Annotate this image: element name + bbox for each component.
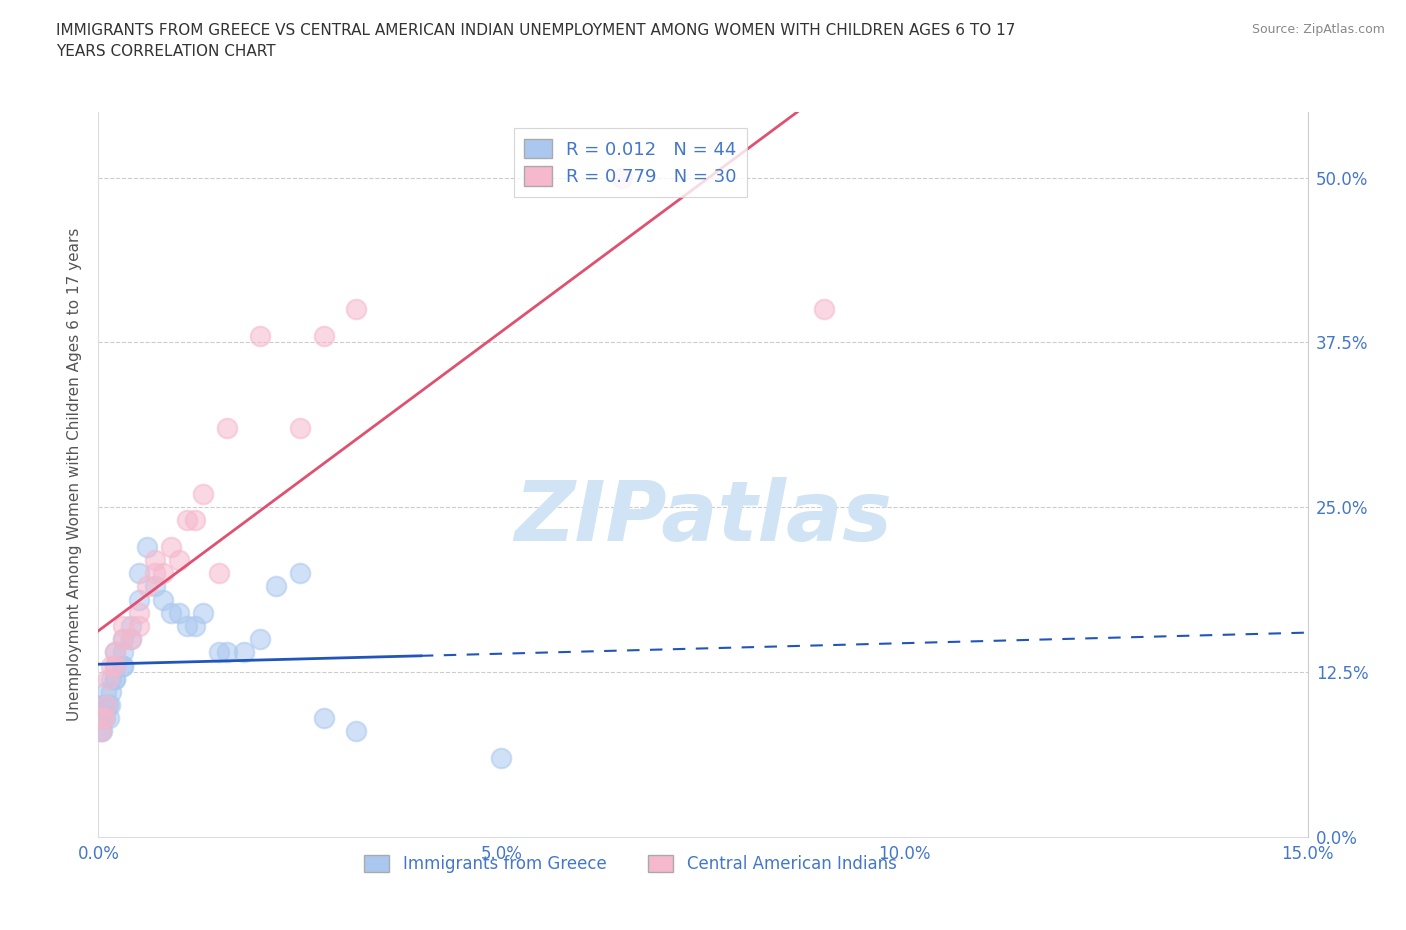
Point xyxy=(184,513,207,528)
Point xyxy=(90,724,112,739)
Point xyxy=(94,711,117,725)
Point xyxy=(288,565,311,580)
Point xyxy=(128,605,150,620)
Point xyxy=(208,565,231,580)
Point xyxy=(93,698,115,712)
Point xyxy=(176,618,198,633)
Point xyxy=(612,170,634,185)
Point xyxy=(143,565,166,580)
Point xyxy=(103,658,125,673)
Point xyxy=(111,631,134,646)
Text: Source: ZipAtlas.com: Source: ZipAtlas.com xyxy=(1251,23,1385,36)
Point xyxy=(103,658,125,673)
Point xyxy=(120,631,142,646)
Point xyxy=(128,565,150,580)
Point xyxy=(160,539,183,554)
Point xyxy=(167,552,190,567)
Point xyxy=(100,684,122,699)
Point xyxy=(288,420,311,435)
Point xyxy=(152,565,174,580)
Point xyxy=(94,698,117,712)
Legend: Immigrants from Greece, Central American Indians: Immigrants from Greece, Central American… xyxy=(357,848,903,880)
Text: IMMIGRANTS FROM GREECE VS CENTRAL AMERICAN INDIAN UNEMPLOYMENT AMONG WOMEN WITH : IMMIGRANTS FROM GREECE VS CENTRAL AMERIC… xyxy=(56,23,1015,60)
Point xyxy=(103,644,125,659)
Point xyxy=(813,302,835,317)
Point xyxy=(491,751,513,765)
Point xyxy=(128,618,150,633)
Point xyxy=(143,552,166,567)
Point xyxy=(97,711,120,725)
Point xyxy=(314,711,336,725)
Point xyxy=(100,658,122,673)
Point xyxy=(128,592,150,607)
Point xyxy=(97,671,120,686)
Point xyxy=(100,671,122,686)
Point xyxy=(344,302,367,317)
Point xyxy=(208,644,231,659)
Point xyxy=(217,644,239,659)
Point xyxy=(97,698,120,712)
Point xyxy=(96,684,118,699)
Point xyxy=(111,618,134,633)
Point xyxy=(217,420,239,435)
Point xyxy=(120,631,142,646)
Point xyxy=(90,724,112,739)
Point xyxy=(111,644,134,659)
Point xyxy=(91,698,114,712)
Point xyxy=(111,658,134,673)
Point xyxy=(314,328,336,343)
Point xyxy=(160,605,183,620)
Point xyxy=(152,592,174,607)
Point xyxy=(135,539,157,554)
Point xyxy=(143,579,166,594)
Text: ZIPatlas: ZIPatlas xyxy=(515,477,891,558)
Y-axis label: Unemployment Among Women with Children Ages 6 to 17 years: Unemployment Among Women with Children A… xyxy=(66,228,82,721)
Point xyxy=(98,698,121,712)
Point xyxy=(232,644,254,659)
Point xyxy=(167,605,190,620)
Point xyxy=(264,579,287,594)
Point xyxy=(91,711,114,725)
Point xyxy=(176,513,198,528)
Point xyxy=(103,671,125,686)
Point xyxy=(344,724,367,739)
Point xyxy=(184,618,207,633)
Point xyxy=(89,711,111,725)
Point xyxy=(96,698,118,712)
Point xyxy=(103,671,125,686)
Point xyxy=(249,631,271,646)
Point xyxy=(120,618,142,633)
Point xyxy=(193,605,215,620)
Point xyxy=(103,644,125,659)
Point xyxy=(249,328,271,343)
Point xyxy=(90,724,112,739)
Point xyxy=(193,486,215,501)
Point xyxy=(93,711,115,725)
Point xyxy=(135,579,157,594)
Point xyxy=(111,658,134,673)
Point xyxy=(111,631,134,646)
Point xyxy=(96,698,118,712)
Point xyxy=(91,711,114,725)
